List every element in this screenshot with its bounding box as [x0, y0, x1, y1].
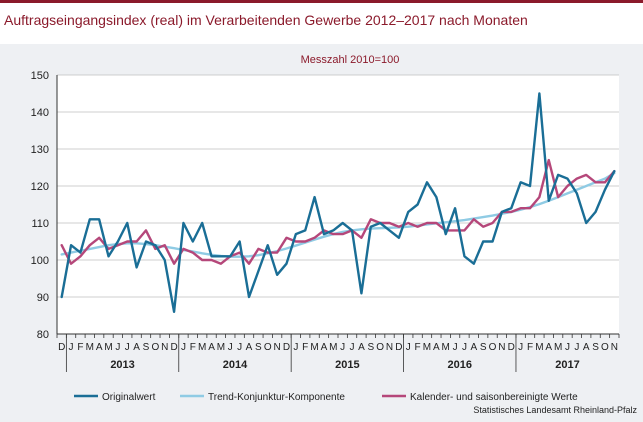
x-tick-label: J: [293, 342, 298, 353]
year-label: 2013: [110, 359, 134, 371]
x-tick-label: M: [198, 342, 206, 353]
x-tick-label: D: [508, 342, 515, 353]
x-tick-label: J: [340, 342, 345, 353]
x-tick-label: A: [96, 342, 103, 353]
x-tick-label: M: [86, 342, 94, 353]
x-tick-label: D: [170, 342, 177, 353]
y-tick-label: 80: [37, 329, 49, 341]
x-tick-label: N: [386, 342, 393, 353]
x-tick-label: A: [321, 342, 328, 353]
x-tick-label: M: [554, 342, 562, 353]
x-tick-label: N: [498, 342, 505, 353]
year-label: 2015: [335, 359, 359, 371]
year-label: 2016: [448, 359, 472, 371]
legend-label: Originalwert: [102, 392, 156, 403]
plot-area: [57, 75, 619, 334]
year-label: 2014: [223, 359, 248, 371]
source-note: Statistisches Landesamt Rheinland-Pfalz: [473, 405, 637, 415]
x-tick-label: J: [406, 342, 411, 353]
x-tick-label: N: [273, 342, 280, 353]
y-tick-label: 110: [31, 218, 49, 230]
x-tick-label: S: [143, 342, 150, 353]
y-tick-label: 150: [31, 70, 49, 82]
x-tick-label: A: [433, 342, 440, 353]
x-tick-label: A: [133, 342, 140, 353]
x-tick-label: J: [350, 342, 355, 353]
x-tick-label: O: [489, 342, 497, 353]
chart-subtitle: Messzahl 2010=100: [301, 54, 400, 66]
x-tick-label: A: [470, 342, 477, 353]
series-line: [60, 92, 616, 313]
x-tick-label: A: [545, 342, 552, 353]
x-tick-label: M: [104, 342, 112, 353]
x-tick-label: A: [246, 342, 253, 353]
x-tick-label: J: [237, 342, 242, 353]
x-tick-label: A: [358, 342, 365, 353]
y-tick-label: 100: [31, 255, 49, 267]
x-tick-label: S: [367, 342, 374, 353]
x-tick-label: A: [583, 342, 590, 353]
x-tick-label: J: [518, 342, 523, 353]
x-tick-label: J: [181, 342, 186, 353]
x-tick-label: O: [376, 342, 384, 353]
x-tick-label: J: [453, 342, 458, 353]
x-tick-label: M: [217, 342, 225, 353]
x-tick-label: O: [601, 342, 609, 353]
y-tick-label: 130: [31, 144, 49, 156]
x-tick-label: A: [208, 342, 215, 353]
y-tick-label: 140: [31, 107, 49, 119]
x-tick-label: J: [125, 342, 130, 353]
chart-title: Auftragseingangsindex (real) im Verarbei…: [4, 12, 528, 28]
x-tick-label: O: [151, 342, 159, 353]
x-tick-label: F: [527, 342, 533, 353]
x-tick-label: J: [115, 342, 120, 353]
x-tick-label: S: [592, 342, 599, 353]
x-tick-label: M: [423, 342, 431, 353]
legend-label: Trend-Konjunktur-Komponente: [208, 392, 345, 403]
y-tick-label: 90: [37, 292, 49, 304]
legend-label: Kalender- und saisonbereinigte Werte: [410, 392, 578, 403]
x-tick-label: J: [462, 342, 467, 353]
x-tick-label: J: [574, 342, 579, 353]
year-label: 2017: [555, 359, 579, 371]
x-tick-label: O: [264, 342, 272, 353]
x-tick-label: D: [283, 342, 290, 353]
x-tick-label: M: [535, 342, 543, 353]
x-tick-label: N: [611, 342, 618, 353]
x-tick-label: M: [329, 342, 337, 353]
x-tick-label: D: [58, 342, 65, 353]
x-tick-label: F: [77, 342, 83, 353]
x-tick-label: J: [228, 342, 233, 353]
x-tick-label: M: [442, 342, 450, 353]
x-tick-label: S: [480, 342, 487, 353]
y-tick-label: 120: [31, 181, 49, 193]
x-tick-label: J: [69, 342, 74, 353]
x-tick-label: D: [395, 342, 402, 353]
x-tick-label: F: [302, 342, 308, 353]
x-tick-label: J: [565, 342, 570, 353]
x-tick-label: F: [190, 342, 196, 353]
x-tick-label: S: [255, 342, 262, 353]
x-tick-label: F: [415, 342, 421, 353]
x-tick-label: M: [310, 342, 318, 353]
top-rule: [0, 0, 643, 3]
x-tick-label: N: [161, 342, 168, 353]
